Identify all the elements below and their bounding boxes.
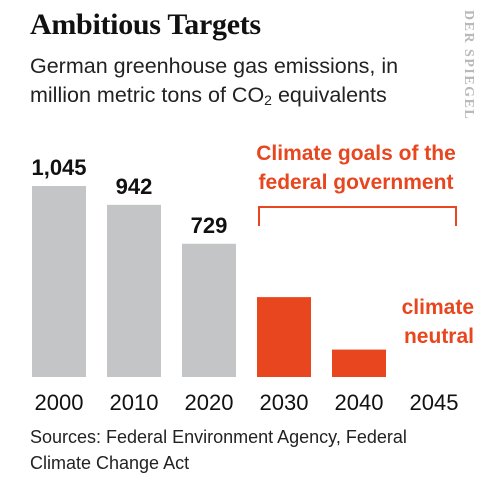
- category-label-2040: 2040: [335, 390, 384, 415]
- category-label-2010: 2010: [110, 390, 159, 415]
- value-label-2020: 729: [191, 213, 228, 238]
- chart-title: Ambitious Targets: [30, 8, 261, 41]
- value-label-2010: 942: [116, 174, 153, 199]
- target-bracket: [258, 206, 457, 226]
- category-label-2020: 2020: [185, 390, 234, 415]
- subtitle-subscript: 2: [264, 92, 272, 108]
- category-label-2030: 2030: [260, 390, 309, 415]
- category-label-2045: 2045: [410, 390, 459, 415]
- bar-2020: [182, 243, 236, 377]
- value-label-2040: 150: [341, 351, 378, 376]
- bar-2030: [257, 297, 311, 377]
- climate-neutral-line2: neutral: [403, 325, 474, 348]
- category-label-2000: 2000: [35, 390, 84, 415]
- bars-group: 1,045 2000 942 2010 729 2020 437 2030 150 2040 204…: [31, 155, 458, 415]
- chart-subtitle: German greenhouse gas emissions, in mill…: [30, 52, 450, 110]
- publisher-watermark: DER SPIEGEL: [461, 10, 476, 121]
- bar-2000: [32, 186, 86, 377]
- subtitle-text-end: equivalents: [271, 83, 387, 107]
- value-label-2000: 1,045: [31, 155, 86, 180]
- subtitle-text: German greenhouse gas emissions, in mill…: [30, 54, 399, 107]
- climate-goals-label: Climate goals of the federal government: [256, 142, 456, 194]
- climate-neutral-line1: climate: [401, 296, 474, 319]
- climate-neutral-label: climate neutral: [402, 293, 474, 351]
- bar-2010: [107, 204, 161, 377]
- source-note: Sources: Federal Environment Agency, Fed…: [30, 427, 407, 473]
- value-label-2030: 437: [266, 298, 303, 323]
- bar-2040: [332, 349, 386, 377]
